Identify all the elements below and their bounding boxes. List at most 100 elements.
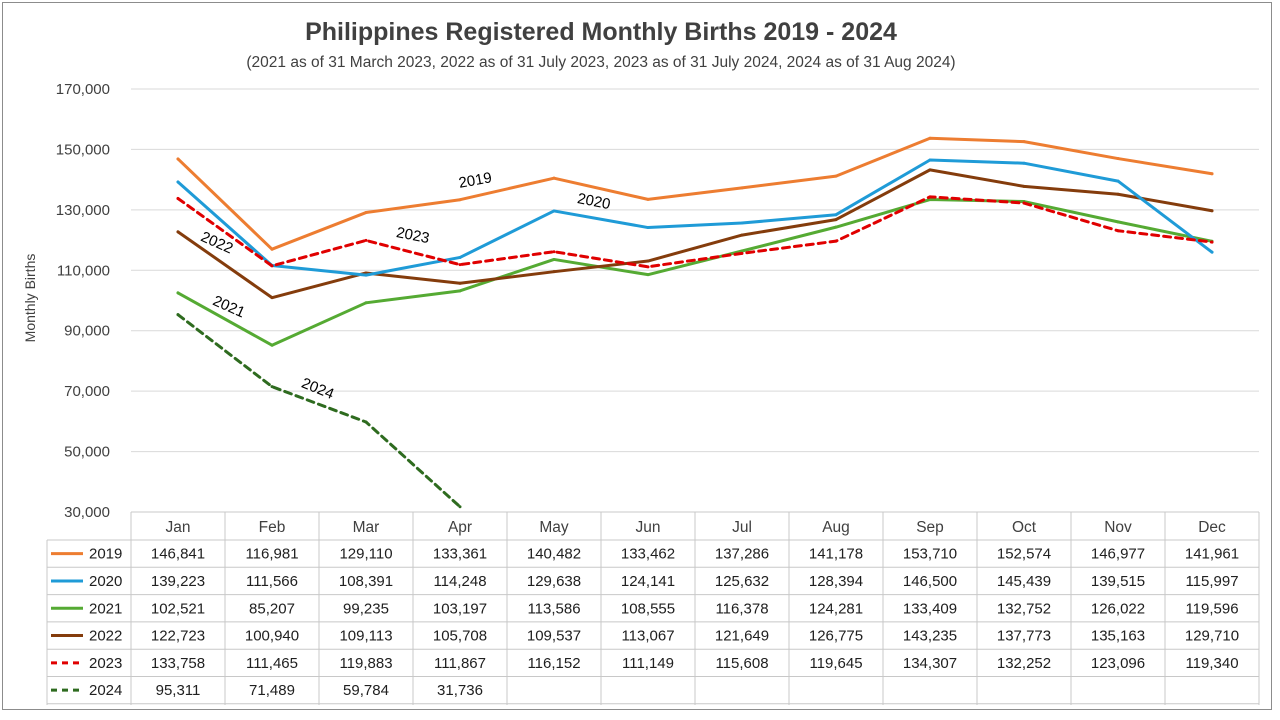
legend-label-2024: 2024 [89, 682, 122, 699]
table-cell-2023-sep: 134,307 [903, 655, 957, 672]
table-cell-2023-apr: 111,867 [434, 655, 486, 672]
y-tick-130000: 130,000 [56, 202, 110, 219]
point-2022-nov [1116, 192, 1120, 196]
x-tick-feb: Feb [259, 519, 286, 536]
table-cell-2022-may: 109,537 [527, 628, 581, 645]
annotation-2023: 2023 [395, 224, 431, 247]
y-tick-70000: 70,000 [64, 383, 110, 400]
point-2022-apr [458, 281, 462, 285]
point-2023-may [552, 250, 556, 254]
point-2020-nov [1116, 179, 1120, 183]
table-cell-2021-mar: 99,235 [343, 600, 389, 617]
x-tick-jan: Jan [166, 519, 191, 536]
point-2020-oct [1022, 161, 1026, 165]
point-2019-mar [364, 211, 368, 215]
x-tick-may: May [539, 519, 569, 536]
table-cell-2023-mar: 119,883 [339, 655, 392, 672]
x-tick-oct: Oct [1012, 519, 1037, 536]
table-cell-2021-nov: 126,022 [1091, 600, 1145, 617]
point-2023-oct [1022, 201, 1026, 205]
table-cell-2020-jan: 139,223 [151, 573, 205, 590]
table-cell-2019-mar: 129,110 [339, 546, 392, 563]
point-2023-feb [270, 264, 274, 268]
point-2020-apr [458, 255, 462, 259]
point-2022-aug [834, 218, 838, 222]
point-2024-feb [270, 385, 274, 389]
point-2023-jun [646, 265, 650, 269]
point-2023-apr [458, 263, 462, 267]
legend-label-2021: 2021 [89, 600, 122, 617]
table-cell-2021-dec: 119,596 [1185, 600, 1238, 617]
point-2021-nov [1116, 220, 1120, 224]
table-cell-2020-nov: 139,515 [1091, 573, 1145, 590]
point-2019-jul [740, 186, 744, 190]
legend-label-2023: 2023 [89, 655, 122, 672]
table-cell-2019-jan: 146,841 [151, 546, 205, 563]
point-2023-mar [364, 238, 368, 242]
point-2019-oct [1022, 140, 1026, 144]
chart-subtitle: (2021 as of 31 March 2023, 2022 as of 31… [246, 54, 955, 71]
point-2022-jul [740, 233, 744, 237]
point-2022-oct [1022, 184, 1026, 188]
table-cell-2021-aug: 124,281 [809, 600, 863, 617]
table-cell-2023-dec: 119,340 [1185, 655, 1238, 672]
table-cell-2019-feb: 116,981 [245, 546, 298, 563]
y-tick-30000: 30,000 [64, 504, 110, 521]
table-cell-2024-jan: 95,311 [156, 682, 201, 699]
table-cell-2022-feb: 100,940 [245, 628, 299, 645]
series-line-2024 [176, 313, 462, 509]
point-2020-jan [176, 180, 180, 184]
series-line-2022 [176, 168, 1214, 300]
y-tick-150000: 150,000 [56, 141, 110, 158]
point-2020-may [552, 209, 556, 213]
point-2023-jan [176, 197, 180, 201]
table-cell-2022-dec: 129,710 [1185, 628, 1239, 645]
y-tick-50000: 50,000 [64, 444, 110, 461]
point-2024-mar [364, 420, 368, 424]
table-cell-2023-may: 116,152 [527, 655, 580, 672]
table-cell-2024-feb: 71,489 [249, 682, 295, 699]
point-2020-dec [1210, 250, 1214, 254]
table-cell-2022-sep: 143,235 [903, 628, 957, 645]
y-tick-90000: 90,000 [64, 323, 110, 340]
x-tick-mar: Mar [353, 519, 380, 536]
table-cell-2021-feb: 85,207 [249, 600, 295, 617]
annotation-2021: 2021 [210, 292, 247, 321]
annotation-2022: 2022 [198, 228, 235, 257]
point-2020-mar [364, 273, 368, 277]
point-2023-nov [1116, 229, 1120, 233]
x-tick-jul: Jul [732, 519, 752, 536]
table-cell-2019-apr: 133,361 [433, 546, 487, 563]
table-cell-2021-jul: 116,378 [715, 600, 768, 617]
table-cell-2020-feb: 111,566 [246, 573, 298, 590]
legend-label-2022: 2022 [89, 628, 122, 645]
table-cell-2021-oct: 132,752 [997, 600, 1051, 617]
series-lines [176, 136, 1214, 509]
x-tick-apr: Apr [448, 519, 472, 536]
table-cell-2023-feb: 111,465 [246, 655, 298, 672]
point-2019-dec [1210, 172, 1214, 176]
table-cell-2022-aug: 126,775 [809, 628, 863, 645]
point-2023-jul [740, 251, 744, 255]
series-annotations: 2019 2020 2021 2022 2023 2024 [198, 169, 612, 403]
table-cell-2019-nov: 146,977 [1091, 546, 1145, 563]
point-2021-apr [458, 289, 462, 293]
table-cell-2024-apr: 31,736 [437, 682, 483, 699]
series-line-2019 [176, 136, 1214, 251]
x-tick-jun: Jun [636, 519, 661, 536]
point-2021-may [552, 257, 556, 261]
point-2019-sep [928, 136, 932, 140]
table-cell-2021-may: 113,586 [527, 600, 580, 617]
point-2022-feb [270, 296, 274, 300]
point-2022-may [552, 270, 556, 274]
point-2020-jul [740, 221, 744, 225]
table-cell-2020-jun: 124,141 [621, 573, 675, 590]
table-cell-2020-mar: 108,391 [339, 573, 393, 590]
point-2021-jan [176, 291, 180, 295]
point-2021-jul [740, 249, 744, 253]
table-cell-2022-apr: 105,708 [433, 628, 487, 645]
table-cell-2024-mar: 59,784 [343, 682, 389, 699]
point-2019-jun [646, 197, 650, 201]
y-axis-label: Monthly Births [22, 254, 38, 343]
